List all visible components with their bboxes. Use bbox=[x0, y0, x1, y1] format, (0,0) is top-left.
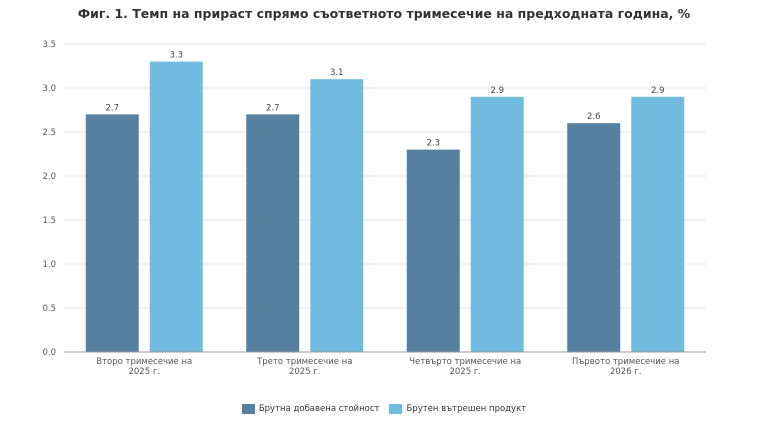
bar bbox=[85, 114, 139, 353]
x-tick-label: 2025 г. bbox=[449, 367, 481, 377]
bar bbox=[246, 114, 300, 353]
x-tick-label: 2025 г. bbox=[128, 367, 160, 377]
x-tick-label: Второ тримесечие на bbox=[96, 357, 192, 367]
bar bbox=[310, 79, 364, 352]
y-tick-label: 1.5 bbox=[42, 216, 56, 226]
y-tick-label: 2.0 bbox=[42, 172, 56, 182]
data-label: 2.3 bbox=[426, 139, 440, 149]
x-tick-label: Трето тримесечие на bbox=[256, 357, 352, 367]
legend-label-gva: Брутна добавена стойност bbox=[258, 404, 380, 414]
data-label: 2.7 bbox=[105, 103, 119, 113]
x-tick-label: Четвърто тримесечие на bbox=[409, 357, 521, 367]
data-label: 2.9 bbox=[651, 86, 665, 96]
data-label: 3.3 bbox=[169, 51, 183, 61]
y-tick-label: 2.5 bbox=[42, 128, 56, 138]
bar bbox=[631, 96, 685, 352]
data-label: 2.6 bbox=[587, 112, 601, 122]
legend-swatch-gdp bbox=[389, 404, 403, 414]
data-label: 2.9 bbox=[490, 86, 504, 96]
y-tick-label: 3.0 bbox=[42, 84, 56, 94]
y-tick-label: 3.5 bbox=[42, 40, 56, 50]
legend-item-gdp[interactable]: Брутен вътрешен продукт bbox=[389, 404, 526, 414]
x-tick-label: Първото тримесечие на bbox=[572, 357, 680, 367]
legend-item-gva[interactable]: Брутна добавена стойност bbox=[241, 404, 380, 414]
data-label: 3.1 bbox=[330, 68, 344, 78]
chart-title: Фиг. 1. Темп на прираст спрямо съответно… bbox=[77, 6, 691, 21]
bar bbox=[470, 96, 524, 352]
y-tick-label: 0.5 bbox=[42, 304, 56, 314]
bar bbox=[149, 61, 203, 352]
x-tick-label: 2025 г. bbox=[289, 367, 321, 377]
data-label: 2.7 bbox=[266, 103, 280, 113]
legend-swatch-gva bbox=[241, 404, 255, 414]
legend: Брутна добавена стойност Брутен вътрешен… bbox=[0, 404, 768, 414]
x-tick-label: 2026 г. bbox=[610, 367, 642, 377]
bar bbox=[406, 149, 460, 352]
legend-label-gdp: Брутен вътрешен продукт bbox=[406, 404, 527, 414]
y-tick-label: 0.0 bbox=[42, 348, 56, 358]
y-tick-label: 1.0 bbox=[42, 260, 56, 270]
bar bbox=[567, 123, 621, 352]
